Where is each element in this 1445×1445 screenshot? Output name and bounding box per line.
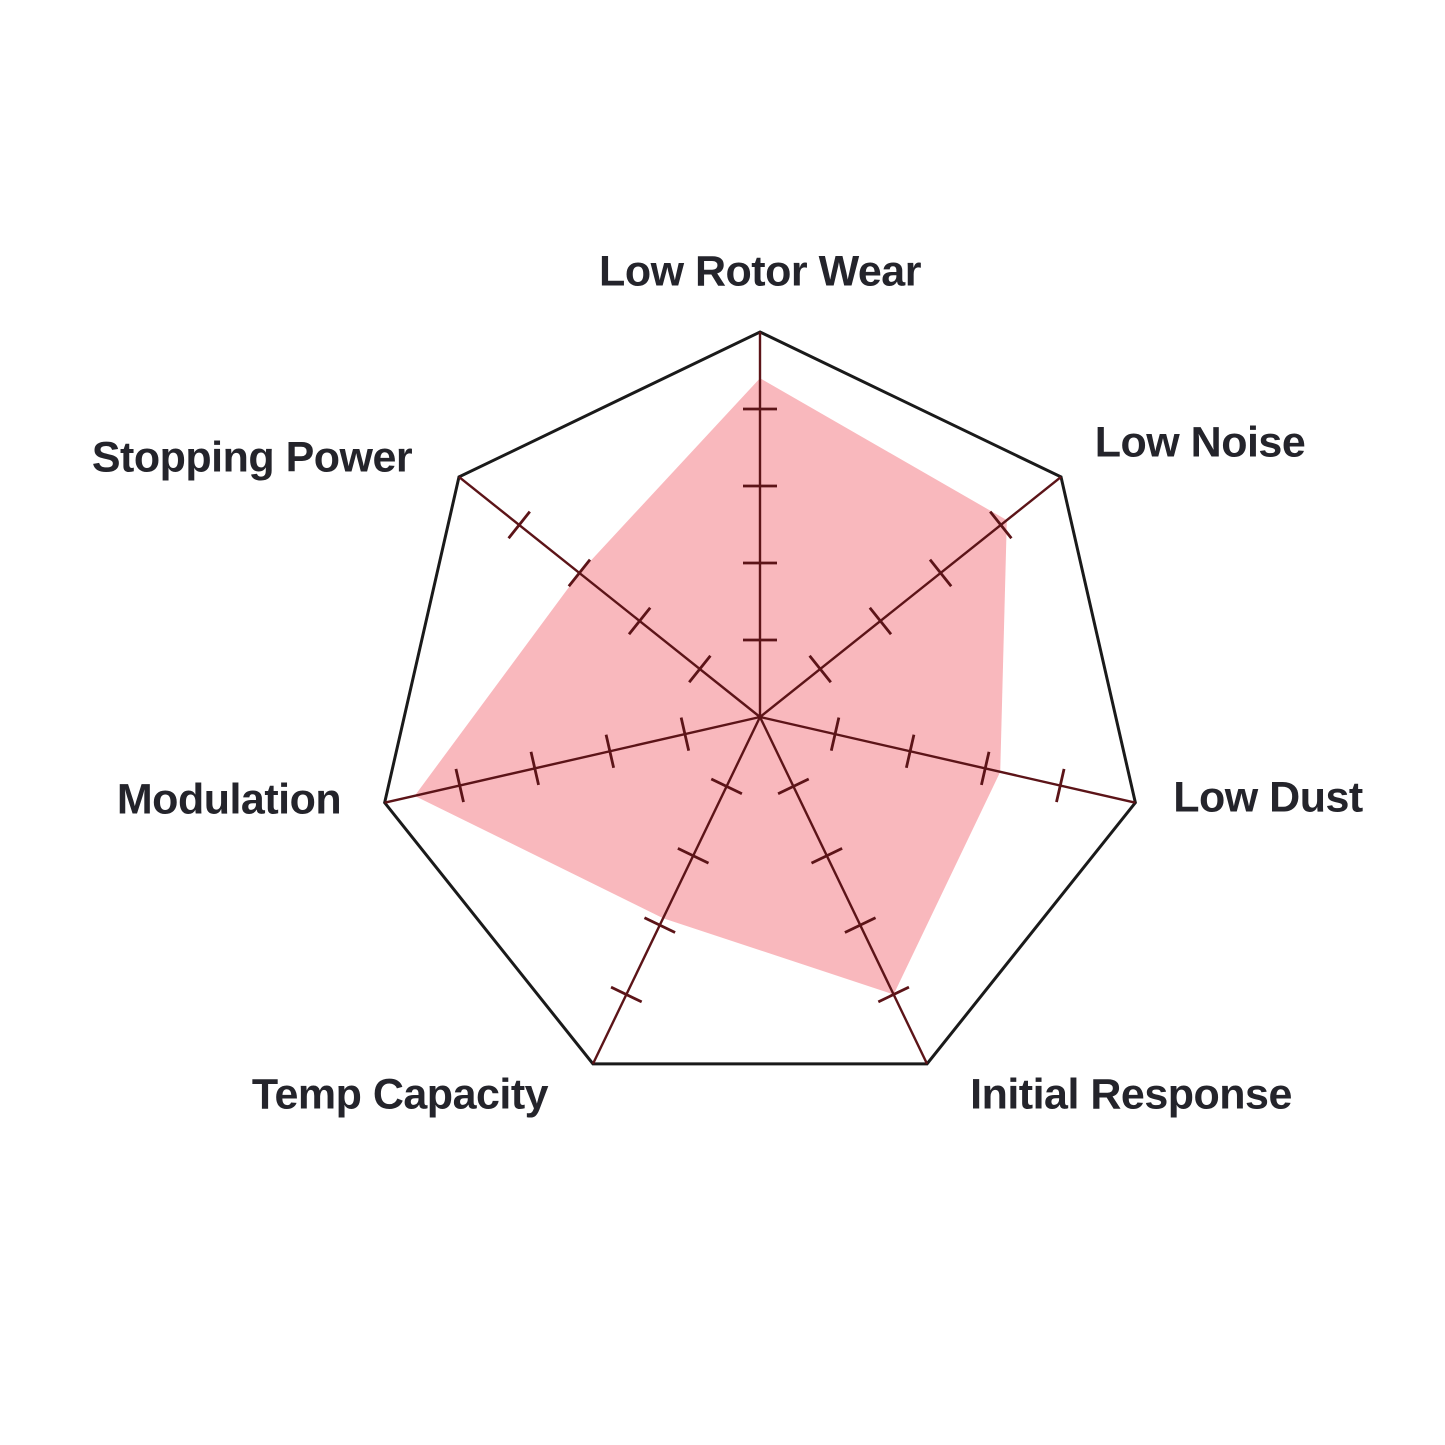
radar-axis-tick [844, 916, 877, 934]
radar-axis-tick [810, 847, 843, 865]
radar-axis-tick [610, 985, 643, 1004]
radar-axis-tick [679, 717, 691, 752]
axis-label-temp-capacity: Temp Capacity [251, 1070, 549, 1119]
radar-axis-spoke [458, 476, 761, 718]
radar-outline-group [383, 330, 1137, 1066]
radar-axis-tick [643, 916, 676, 934]
radar-axis-tick [507, 510, 531, 540]
radar-axis-tick [868, 606, 893, 636]
axis-label-modulation: Modulation [116, 775, 342, 824]
radar-axis-tick [808, 654, 832, 684]
radar-axis-tick [989, 510, 1013, 540]
radar-axis-spoke [591, 716, 762, 1065]
axis-label-low-rotor-wear: Low Rotor Wear [599, 247, 921, 296]
radar-axis-tick [529, 751, 540, 786]
axis-label-stopping-power: Stopping Power [91, 433, 413, 482]
radar-axis-ticks-group [454, 407, 1066, 1004]
radar-axis-tick [454, 768, 465, 803]
radar-data-polygon [414, 378, 1007, 995]
axis-label-low-noise: Low Noise [1094, 418, 1306, 467]
radar-axis-spoke [759, 715, 1136, 804]
radar-axis-tick [928, 558, 953, 588]
radar-axis-tick [1055, 768, 1066, 803]
radar-outer-boundary [383, 330, 1137, 1066]
axis-label-low-dust: Low Dust [1173, 773, 1363, 822]
radar-axis-tick [688, 654, 712, 684]
radar-axis-spokes-group [384, 332, 1136, 1065]
radar-axis-tick [829, 717, 841, 752]
radar-axis-tick [904, 734, 916, 769]
radar-axis-tick [877, 985, 910, 1004]
radar-axis-tick [604, 734, 616, 769]
radar-axis-tick [777, 777, 810, 796]
radar-axis-tick [677, 847, 710, 865]
radar-axis-tick [710, 777, 743, 796]
radar-axis-tick [627, 606, 652, 636]
radar-axis-spoke [759, 476, 1062, 718]
axis-label-initial-response: Initial Response [970, 1070, 1292, 1119]
radar-axis-tick [567, 558, 592, 588]
radar-axis-tick [980, 751, 991, 786]
radar-data-area-group [414, 378, 1007, 995]
radar-axis-spoke [758, 716, 929, 1065]
radar-axis-spoke [384, 715, 761, 804]
